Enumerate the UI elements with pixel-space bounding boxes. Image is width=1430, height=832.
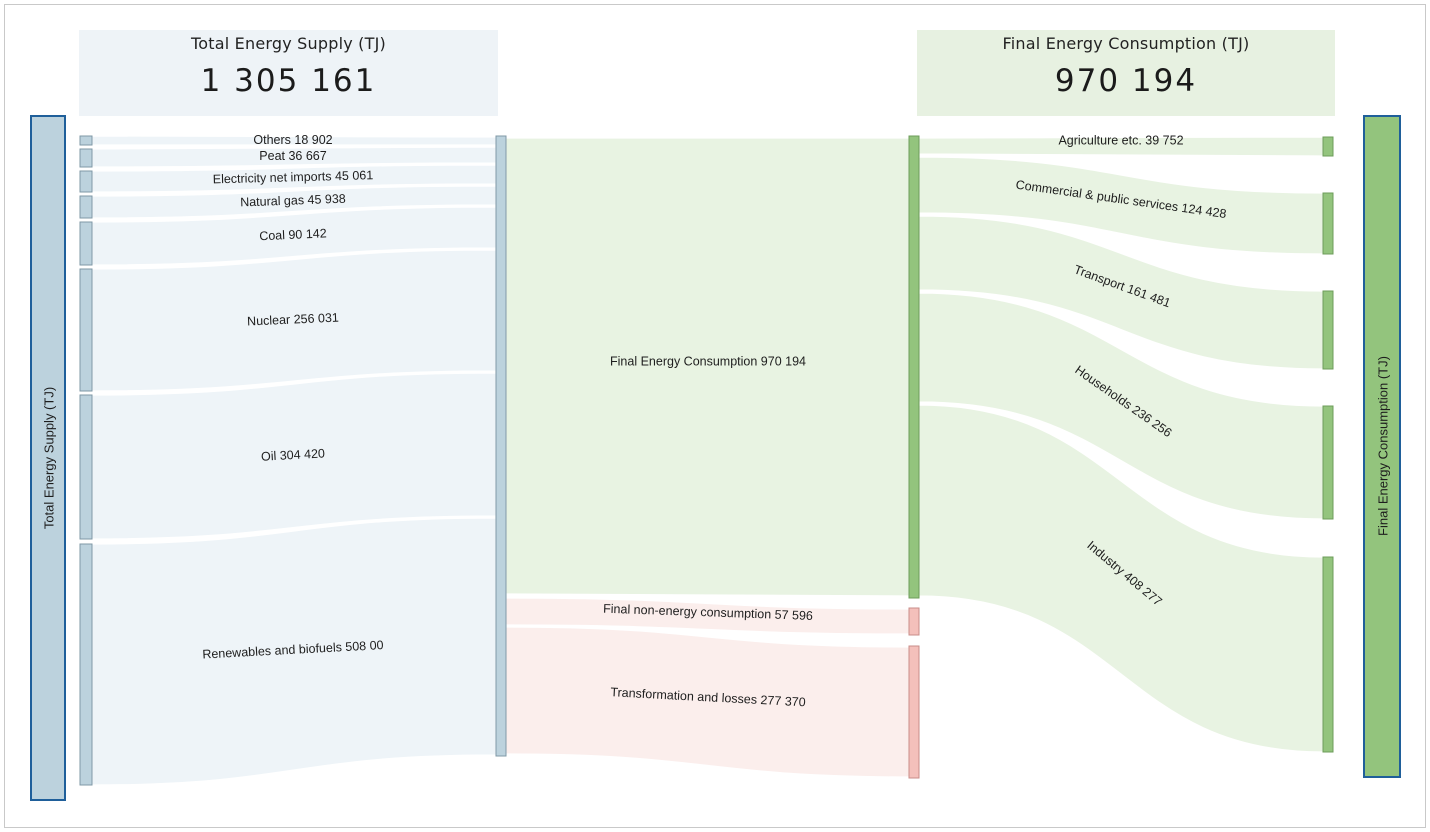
final-energy-consumption-card-title: Final Energy Consumption (TJ) <box>1002 34 1250 53</box>
total-energy-supply-card-title: Total Energy Supply (TJ) <box>191 34 386 53</box>
node-households <box>1322 405 1334 520</box>
node-peat <box>79 148 93 168</box>
final-energy-consumption-card-value: 970 194 <box>1054 63 1198 99</box>
node-total-energy-supply <box>495 135 507 757</box>
node-oil <box>79 394 93 540</box>
node-transformation-and-losses <box>908 645 920 779</box>
node-nuclear <box>79 268 93 392</box>
node-industry <box>1322 556 1334 753</box>
sankey-links <box>91 135 1324 786</box>
label-electricity-net-imports: Electricity net imports 45 061 <box>213 168 374 186</box>
total-energy-supply-card-value: 1 305 161 <box>200 63 377 99</box>
final-energy-consumption-side-bar <box>1363 115 1401 778</box>
label-agriculture-etc: Agriculture etc. 39 752 <box>1058 133 1183 147</box>
final-energy-consumption-card: Final Energy Consumption (TJ) 970 194 <box>917 30 1335 116</box>
node-renewables-and-biofuels <box>79 543 93 786</box>
final-energy-consumption-side-label: Final Energy Consumption (TJ) <box>1375 356 1390 536</box>
node-agriculture-etc <box>1322 136 1334 157</box>
node-final-energy-consumption <box>908 135 920 599</box>
node-commercial-and-public-services <box>1322 192 1334 255</box>
total-energy-supply-card: Total Energy Supply (TJ) 1 305 161 <box>79 30 498 116</box>
label-others: Others 18 902 <box>253 133 332 147</box>
sankey-nodes <box>30 115 1401 801</box>
label-oil: Oil 304 420 <box>261 446 326 463</box>
node-others <box>79 135 93 146</box>
node-coal <box>79 221 93 266</box>
node-natural-gas <box>79 195 93 219</box>
total-energy-supply-side-bar <box>30 115 66 801</box>
total-energy-supply-side-label: Total Energy Supply (TJ) <box>41 387 56 529</box>
node-electricity-net-imports <box>79 170 93 193</box>
node-transport <box>1322 290 1334 370</box>
label-nuclear: Nuclear 256 031 <box>247 311 339 329</box>
label-peat: Peat 36 667 <box>259 149 326 163</box>
label-natural-gas: Natural gas 45 938 <box>240 192 346 210</box>
label-final-energy-consumption: Final Energy Consumption 970 194 <box>610 354 806 368</box>
label-coal: Coal 90 142 <box>259 226 327 243</box>
node-final-non-energy-consumption <box>908 607 920 636</box>
